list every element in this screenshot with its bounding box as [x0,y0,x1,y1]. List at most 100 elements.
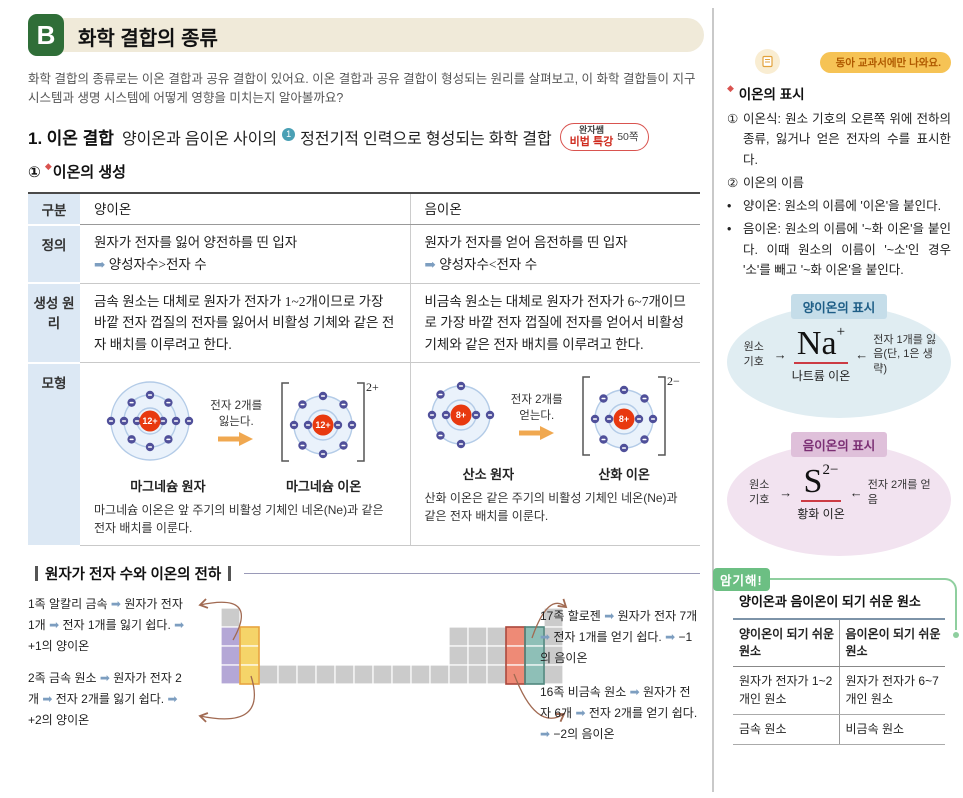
anion-notation-header: 음이온의 표시 [790,432,888,457]
section-heading: 1. 이온 결합 양이온과 음이온 사이의 1 정전기적 인력으로 형성되는 화… [28,122,700,151]
header-cation: 양이온 [80,192,411,226]
memorize-frame [757,578,959,638]
publisher-note-badge: 동아 교과서에만 나와요. [727,49,951,74]
textbook-icon [755,49,780,74]
memorize-table-row: 원자가 전자가 1~2개인 원소 원자가 전자가 6~7개인 원소 [733,666,945,716]
orange-arrow-icon [518,426,554,441]
svg-text:2+: 2+ [366,380,379,394]
ion-name-label: 나트륨 이온 [791,369,851,383]
row-label: 생성 원리 [28,283,80,364]
magnesium-ion-diagram: 12+ 2+ [278,379,385,468]
memorize-title: 양이온과 음이온이 되기 쉬운 원소 [739,594,921,609]
ion-formula: Na+ [793,325,849,364]
ion-formula: S2− [800,463,842,502]
section-letter-badge: B [28,14,64,56]
subsection-title: 이온의 생성 [52,163,126,181]
cation-notation-body: 원소 기호 → Na+ 나트륨 이온 ← 전자 1개를 잃음(단, 1은 생략) [739,325,940,384]
title-rule [244,572,700,574]
sidebar-list-item: • 양이온: 원소의 이름에 '이온'을 붙인다. [727,199,942,213]
cation-notation-header: 양이온의 표시 [790,294,888,319]
element-symbol-label: 원소 기호 [749,479,770,506]
formula-block: S2− 황화 이온 [797,463,845,522]
model-caption: 산화 이온은 같은 주기의 비활성 기체인 네온(Ne)과 같은 전자 배치를 … [424,491,678,524]
svg-text:8+: 8+ [456,410,466,420]
note-group1: 1족 알칼리 금속 ➡ 원자가 전자 1개 ➡ 전자 1개를 잃기 쉽다. ➡ … [28,596,185,653]
subsection-heading: ① ◆이온의 생성 [28,161,700,182]
svg-text:8+: 8+ [619,414,629,424]
study-tip-badge: 완자쌤 비법 특강 50쪽 [559,122,649,151]
definition-anion-cell: 원자가 전자를 얻어 음전하를 띤 입자 ➡ 양성자수<전자 수 [410,224,700,284]
right-arrow-icon: → [779,485,793,500]
transfer-label: 전자 2개를 얻는다. [510,394,563,422]
row-label: 정의 [28,224,80,285]
sidebar: 동아 교과서에만 나와요. ◆ 이온의 표시 ① 이온식: 원소 기호의 오른쪽… [713,49,959,746]
page-title: 화학 결합의 종류 [78,28,218,50]
anion-notation-diagram: 음이온의 표시 원소 기호 → S2− 황화 이온 ← 전자 2개를 얻음 [727,432,951,556]
diamond-bullet-icon: ◆ [44,160,52,171]
charge-explanation: 전자 2개를 얻음 [867,479,931,506]
valence-section-title-row: 원자가 전자 수와 이온의 전하 [28,563,700,584]
principle-cation-cell: 금속 원소는 대체로 원자가 전자가 1~2개이므로 가장 바깥 전자 껍질의 … [80,283,411,364]
oxygen-atom-diagram: 8+ [427,377,495,458]
svg-text:12+: 12+ [316,420,331,430]
element-symbol-label: 원소 기호 [743,341,764,368]
sidebar-list-item: ② 이온의 이름 [727,175,804,190]
subsection-number: ① [28,163,41,181]
definition-post: 정전기적 인력으로 형성되는 화학 결합 [300,130,552,148]
right-arrow-icon: → [773,347,787,362]
formula-block: Na+ 나트륨 이온 [792,325,851,384]
title-bar-left [35,565,38,581]
title-bar-right [228,565,232,581]
model-name-labels: 마그네슘 원자 마그네슘 이온 [90,476,402,495]
ion-name-label: 산화 이온 [598,467,650,483]
table-row-model: 모형 12+ 전자 2개를 잃는다. [28,362,700,547]
left-arrow-icon: ← [855,347,869,362]
valence-diagram-area: 1족 알칼리 금속 ➡ 원자가 전자 1개 ➡ 전자 1개를 잃기 쉽다. ➡ … [28,592,700,750]
main-column: B 화학 결합의 종류 화학 결합의 종류로는 이온 결합과 공유 결합이 있어… [28,14,704,750]
svg-text:2−: 2− [667,374,680,388]
definition-pre: 양이온과 음이온 사이의 [121,130,278,148]
ion-name-label: 황화 이온 [797,507,845,521]
note-group2: 2족 금속 원소 ➡ 원자가 전자 2개 ➡ 전자 2개를 잃기 쉽다. ➡ +… [28,670,182,727]
memorize-badge: 암기해! [713,568,770,591]
magnesium-model-row: 12+ 전자 2개를 잃는다. 12+ 2+ [90,373,402,474]
magnesium-atom-diagram: 12+ [106,373,194,474]
valence-electron-section: 원자가 전자 수와 이온의 전하 1족 알칼리 금속 ➡ 원자가 전자 1개 ➡… [28,563,700,750]
section-banner: B 화학 결합의 종류 [28,14,704,56]
sidebar-list-item: ① 이온식: 원소 기호의 오른쪽 위에 전하의 종류, 잃거나 얻은 전자의 … [727,112,951,167]
note-group16: 16족 비금속 원소 ➡ 원자가 전자 6개 ➡ 전자 2개를 얻기 쉽다. ➡… [540,684,698,741]
memorize-table-header: 양이온이 되기 쉬운 원소 음이온이 되기 쉬운 원소 [733,618,945,668]
cation-notation-diagram: 양이온의 표시 원소 기호 → Na+ 나트륨 이온 ← 전자 1개를 잃음(단… [727,294,951,418]
sidebar-list-item: • 음이온: 원소의 이름에 '~화 이온'을 붙인다. 이때 원소의 이름이 … [727,222,951,277]
principle-anion-cell: 비금속 원소는 대체로 원자가 전자가 6~7개이므로 가장 바깥 전자 껍질에… [410,283,700,364]
note-group17: 17족 할로젠 ➡ 원자가 전자 7개 ➡ 전자 1개를 얻기 쉽다. ➡ −1… [540,608,698,665]
table-row-definition: 정의 원자가 전자를 잃어 양전하를 띤 입자 ➡ 양성자수>전자 수 원자가 … [28,224,700,285]
memorize-box: 암기해! 양이온과 음이온이 되기 쉬운 원소 양이온이 되기 쉬운 원소 음이… [713,568,959,746]
footnote-marker: 1 [282,127,296,141]
tip-badge-text: 완자쌤 비법 특강 [569,124,614,148]
intro-paragraph: 화학 결합의 종류로는 이온 결합과 공유 결합이 있어요. 이온 결합과 공유… [28,72,696,106]
row-label: 모형 [28,362,80,547]
sidebar-note-title: ◆ 이온의 표시 [727,83,805,102]
ion-comparison-table: 구분 양이온 음이온 정의 원자가 전자를 잃어 양전하를 띤 입자 ➡ 양성자… [28,191,700,547]
header-anion: 음이온 [410,192,700,226]
header-category: 구분 [28,192,80,226]
electron-transfer-arrow: 전자 2개를 얻는다. [501,393,573,442]
oxygen-model-row: 8+ 전자 2개를 얻는다. 8+ 2− [421,373,693,462]
section-number: 1. 이온 결합 [28,129,114,149]
left-arrow-icon: ← [849,485,863,500]
model-caption: 마그네슘 이온은 앞 주기의 비활성 기체인 네온(Ne)과 같은 전자 배치를… [94,503,384,536]
atom-name-label: 산소 원자 [462,467,515,483]
banner-background [42,18,704,52]
electron-transfer-arrow: 전자 2개를 잃는다. [200,399,272,448]
oxide-ion-diagram: 8+ 2− [579,373,686,462]
section-definition: 양이온과 음이온 사이의 1 정전기적 인력으로 형성되는 화학 결합 [122,125,552,149]
table-row-principle: 생성 원리 금속 원소는 대체로 원자가 전자가 1~2개이므로 가장 바깥 전… [28,283,700,364]
publisher-badge-label: 동아 교과서에만 나와요. [819,52,951,73]
section-title: 이온 결합 [46,129,114,149]
ion-name-label: 마그네슘 이온 [285,479,362,495]
anion-notation-body: 원소 기호 → S2− 황화 이온 ← 전자 2개를 얻음 [744,463,934,522]
memorize-table: 양이온이 되기 쉬운 원소 음이온이 되기 쉬운 원소 원자가 전자가 1~2개… [733,617,945,746]
definition-cation-cell: 원자가 전자를 잃어 양전하를 띤 입자 ➡ 양성자수>전자 수 [80,224,411,284]
